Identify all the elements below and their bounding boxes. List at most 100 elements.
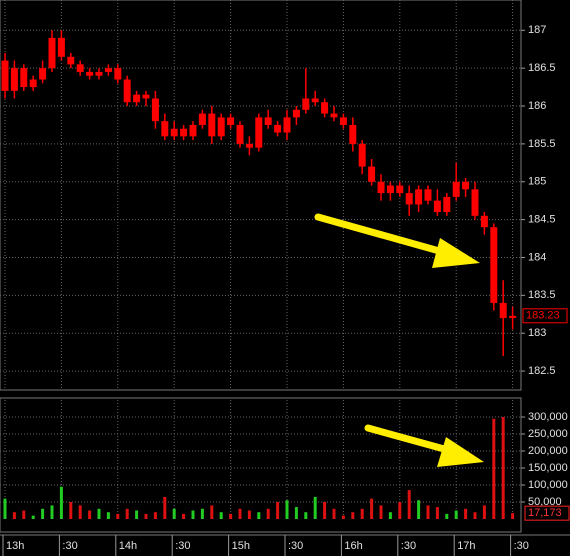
x-tick-label: :30 xyxy=(514,540,529,552)
arrow xyxy=(364,424,459,456)
volume-bar xyxy=(417,500,421,519)
annotation-arrows xyxy=(314,213,484,467)
candle-body xyxy=(255,117,263,148)
volume-bar xyxy=(313,496,317,519)
candle-body xyxy=(424,189,432,201)
y-tick-label: 184.5 xyxy=(528,214,556,226)
x-tick-label: :30 xyxy=(175,540,190,552)
volume-bar xyxy=(78,505,82,519)
volume-bar xyxy=(135,510,139,519)
volume-bar xyxy=(50,505,54,519)
volume-bar xyxy=(388,512,392,519)
volume-bar xyxy=(360,508,364,519)
x-tick-label: 15h xyxy=(232,540,250,552)
candle-body xyxy=(339,117,347,125)
candle-body xyxy=(490,227,498,303)
volume-bar xyxy=(12,512,16,519)
volume-bar xyxy=(323,502,327,519)
candle-body xyxy=(302,98,310,110)
volume-bar xyxy=(285,500,289,519)
volume-bar xyxy=(69,502,73,519)
candle-body xyxy=(236,124,244,144)
volume-bar xyxy=(106,512,110,519)
volume-panel xyxy=(0,397,522,533)
x-tick-label: 13h xyxy=(6,540,24,552)
volume-bar xyxy=(341,515,345,519)
last-volume-tag xyxy=(524,505,570,521)
x-tick-label: :30 xyxy=(62,540,77,552)
volume-bar xyxy=(125,508,129,519)
y-tick-label: 150,000 xyxy=(528,462,568,474)
last-volume-label: 17,173 xyxy=(528,507,562,519)
candle-body xyxy=(386,185,394,194)
candle-body xyxy=(67,56,75,65)
volume-bar xyxy=(191,510,195,519)
volume-bar xyxy=(454,510,458,519)
candle-body xyxy=(123,79,131,103)
candle-body xyxy=(86,71,94,76)
y-tick-label: 300,000 xyxy=(528,411,568,423)
y-tick-label: 100,000 xyxy=(528,479,568,491)
x-tick-label: 17h xyxy=(457,540,475,552)
y-tick-label: 186 xyxy=(528,100,546,112)
candle-body xyxy=(283,117,291,133)
volume-bar xyxy=(332,508,336,519)
volume-bar xyxy=(247,510,251,519)
volume-bar xyxy=(182,513,186,519)
volume-bar xyxy=(351,512,355,519)
volume-bar xyxy=(379,505,383,519)
candle-body xyxy=(245,143,253,148)
candle-body xyxy=(471,189,479,216)
candle-body xyxy=(95,71,103,76)
x-tick-label: :30 xyxy=(401,540,416,552)
volume-bar xyxy=(153,512,157,519)
candle-body xyxy=(217,117,225,137)
candle-body xyxy=(48,37,56,69)
candle-body xyxy=(227,117,235,125)
volume-bar xyxy=(41,508,45,519)
y-tick-label: 183 xyxy=(528,327,546,339)
volume-bar xyxy=(257,512,261,519)
volume-bar xyxy=(3,498,7,519)
candle-body xyxy=(151,98,159,122)
volume-bar xyxy=(210,505,214,519)
volume-bar xyxy=(501,417,505,519)
y-tick-label: 187 xyxy=(528,24,546,36)
volume-bar xyxy=(492,418,496,519)
volume-bar xyxy=(200,508,204,519)
candle-body xyxy=(29,79,37,88)
volume-bar xyxy=(511,513,515,519)
arrow xyxy=(314,213,454,258)
candle-body xyxy=(480,215,488,228)
y-tick-label: 186.5 xyxy=(528,62,556,74)
candle-body xyxy=(368,166,376,182)
candle-body xyxy=(198,113,206,125)
candle-body xyxy=(292,109,300,118)
candle-body xyxy=(311,98,319,103)
volume-bar xyxy=(407,490,411,519)
arrow-head xyxy=(437,437,484,467)
volume-bar xyxy=(22,510,26,519)
candle-body xyxy=(509,315,517,319)
candle-body xyxy=(330,113,338,118)
volume-bar xyxy=(464,508,468,519)
volume-bar xyxy=(426,505,430,519)
volume-bar xyxy=(163,496,167,519)
candle-body xyxy=(133,94,141,103)
volume-bar xyxy=(398,502,402,519)
candle-body xyxy=(180,128,188,137)
candle-body xyxy=(443,196,451,213)
volume-bar xyxy=(229,513,233,519)
candle-body xyxy=(358,143,366,167)
volume-bar xyxy=(370,498,374,519)
y-tick-label: 185.5 xyxy=(528,138,556,150)
volume-bar xyxy=(31,515,35,519)
candle-body xyxy=(189,124,197,137)
candle-body xyxy=(405,193,413,205)
y-tick-label: 184 xyxy=(528,251,546,263)
candle-body xyxy=(377,181,385,194)
x-tick-label: :30 xyxy=(288,540,303,552)
candle-body xyxy=(104,68,112,72)
x-tick-label: 14h xyxy=(119,540,137,552)
